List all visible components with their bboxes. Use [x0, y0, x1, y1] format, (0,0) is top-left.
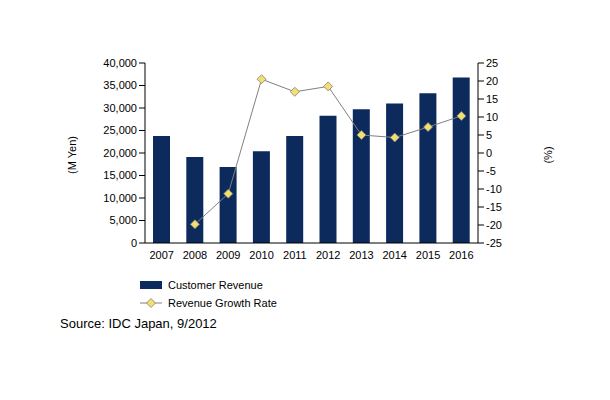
svg-text:2015: 2015 — [416, 249, 440, 261]
svg-text:30,000: 30,000 — [103, 102, 137, 114]
svg-text:20,000: 20,000 — [103, 147, 137, 159]
svg-text:2013: 2013 — [349, 249, 373, 261]
svg-text:5,000: 5,000 — [109, 214, 137, 226]
svg-text:0: 0 — [131, 237, 137, 249]
svg-text:2016: 2016 — [449, 249, 473, 261]
svg-text:2014: 2014 — [383, 249, 407, 261]
svg-text:-5: -5 — [486, 165, 496, 177]
svg-text:10,000: 10,000 — [103, 192, 137, 204]
html-text:Revenue Growth Rate: Revenue Growth Rate — [168, 297, 277, 309]
svg-text:-25: -25 — [486, 237, 502, 249]
svg-text:20: 20 — [486, 75, 498, 87]
svg-text:15: 15 — [486, 93, 498, 105]
svg-text:35,000: 35,000 — [103, 79, 137, 91]
svg-text:2009: 2009 — [216, 249, 240, 261]
html-text:(M Yen): (M Yen) — [66, 136, 78, 174]
html-text:Customer Revenue: Customer Revenue — [168, 279, 263, 291]
svg-text:40,000: 40,000 — [103, 57, 137, 69]
svg-text:10: 10 — [486, 111, 498, 123]
html-text:Source: IDC Japan, 9/2012: Source: IDC Japan, 9/2012 — [60, 316, 217, 331]
svg-text:25,000: 25,000 — [103, 124, 137, 136]
svg-text:0: 0 — [486, 147, 492, 159]
svg-text:2007: 2007 — [149, 249, 173, 261]
svg-text:-10: -10 — [486, 183, 502, 195]
svg-text:2008: 2008 — [183, 249, 207, 261]
svg-text:25: 25 — [486, 57, 498, 69]
svg-text:-15: -15 — [486, 201, 502, 213]
svg-text:15,000: 15,000 — [103, 169, 137, 181]
svg-text:2012: 2012 — [316, 249, 340, 261]
svg-text:-20: -20 — [486, 219, 502, 231]
svg-text:2011: 2011 — [283, 249, 307, 261]
svg-text:5: 5 — [486, 129, 492, 141]
svg-text:2010: 2010 — [249, 249, 273, 261]
